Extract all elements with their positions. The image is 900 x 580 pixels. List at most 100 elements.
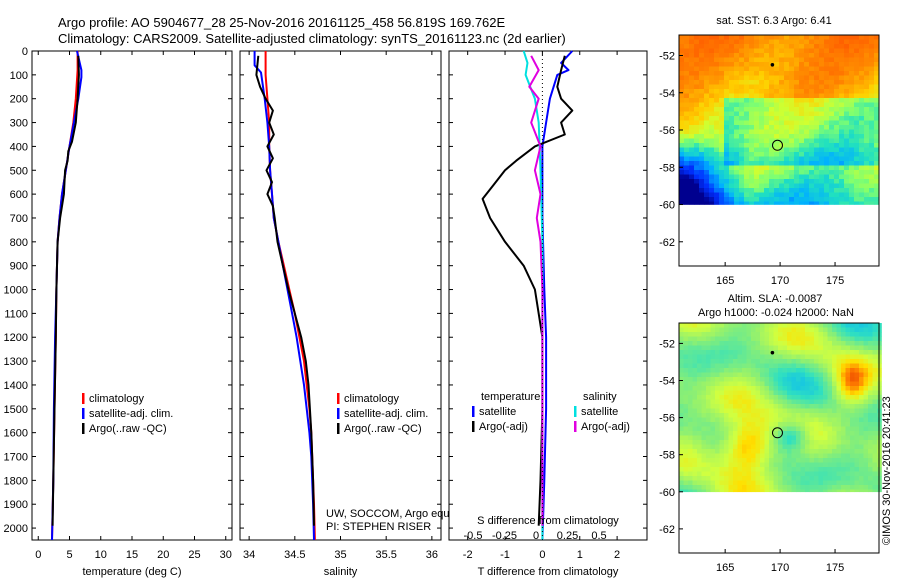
sst_map-cell <box>719 57 725 63</box>
sst_map-cell <box>874 35 880 40</box>
sla_map-cell <box>823 444 828 450</box>
sla_map-cell <box>733 327 738 333</box>
sst_map-cell <box>839 39 845 45</box>
sst_map-cell <box>724 134 730 139</box>
sla_map-cell <box>679 395 684 400</box>
sst_map-cell <box>744 197 750 202</box>
sla_map-cell <box>836 336 842 342</box>
sla_map-cell <box>710 422 716 427</box>
sst_map-cell <box>714 57 720 63</box>
sst_map-cell <box>819 89 825 94</box>
sla_map-cell <box>872 440 878 445</box>
sla_map-cell <box>688 327 693 333</box>
sst_map-cell <box>869 192 875 198</box>
sst_map-cell <box>859 57 865 63</box>
sst_map-cell <box>734 201 740 205</box>
sst_map-cell <box>704 89 710 94</box>
sst_map-cell <box>759 120 765 126</box>
sst_map-cell <box>874 71 880 76</box>
sla_map-cell <box>814 417 819 423</box>
sst_map-cell <box>689 170 695 175</box>
sst_map-cell <box>844 201 850 205</box>
sla_map-cell <box>818 413 824 418</box>
sst_map-cell <box>859 129 865 135</box>
sla_map-cell <box>809 467 815 472</box>
sst_map-cell <box>839 156 845 162</box>
sst_map-cell <box>694 48 700 54</box>
sla_map-cell <box>683 471 689 477</box>
sst_map-cell <box>804 98 810 103</box>
sst_map-cell <box>799 39 805 45</box>
sla_map-cell <box>760 377 765 382</box>
sst_map-cell <box>849 201 855 205</box>
sla_map-cell <box>755 471 761 477</box>
sst_map-cell <box>864 174 870 180</box>
sst_map-cell <box>764 53 770 58</box>
sla_map-cell <box>710 399 716 405</box>
sst_map-cell <box>864 66 870 72</box>
sla_map-cell <box>733 404 738 409</box>
sla_map-cell <box>796 381 801 387</box>
sla_map-cell <box>818 381 824 387</box>
sst_map-cell <box>844 98 850 103</box>
sla_map-cell <box>701 471 707 477</box>
sst_map-cell <box>699 57 705 63</box>
sla_map-cell <box>800 404 806 409</box>
sst_map-cell <box>684 48 690 54</box>
sla_map-cell <box>818 467 824 472</box>
sla_map-cell <box>710 480 716 486</box>
sst_map-cell <box>819 165 825 171</box>
sla_map-cell <box>854 431 860 436</box>
depth-tick-label: 1000 <box>4 285 28 297</box>
sst_map-cell <box>809 80 815 85</box>
sst_map-cell <box>854 53 860 58</box>
sla_map-cell <box>719 354 725 360</box>
sst_map-cell <box>834 197 840 202</box>
sla_map-cell <box>787 368 792 373</box>
sla_map-cell <box>683 354 689 360</box>
sla_map-cell <box>688 467 693 472</box>
sla_map-cell <box>697 476 702 481</box>
sst_map-cell <box>789 165 795 171</box>
sla_map-cell <box>778 386 783 391</box>
sst_map-cell <box>819 174 825 180</box>
sla_map-cell <box>701 422 707 427</box>
sst_map-cell <box>869 179 875 184</box>
sla_map-cell <box>863 381 869 387</box>
sla_map-cell <box>841 345 846 351</box>
sla_map-cell <box>796 390 801 396</box>
sst_map-cell <box>854 174 860 180</box>
sst_map-cell <box>864 107 870 112</box>
sst_map-cell <box>844 53 850 58</box>
sst_map-cell <box>854 201 860 205</box>
sla_map-cell <box>782 332 788 337</box>
sst_map-cell <box>824 134 830 139</box>
sst_map-cell <box>724 170 730 175</box>
sla-map-title-line2: Argo h1000: -0.024 h2000: NaN <box>698 307 854 319</box>
sla_map-cell <box>791 453 797 459</box>
sst_map-cell <box>749 57 755 63</box>
sst_map-cell <box>684 174 690 180</box>
sla_map-cell <box>719 386 725 391</box>
temperature-xtick-label: 10 <box>95 549 107 561</box>
sla_map-cell <box>805 395 810 400</box>
sla_map-cell <box>710 327 716 333</box>
sst_map-cell <box>804 152 810 157</box>
sla_map-cell <box>827 350 833 355</box>
sst_map-cell <box>824 53 830 58</box>
sla_map-cell <box>845 485 851 490</box>
sla_map-cell <box>710 467 716 472</box>
sst_map-cell <box>679 201 685 205</box>
sst_map-cell <box>734 147 740 153</box>
sla_map-cell <box>733 390 738 396</box>
sla_map-cell <box>845 458 851 463</box>
sst_map-cell <box>704 161 710 166</box>
salinity-legend-swatch <box>337 408 340 419</box>
sst_map-cell <box>714 143 720 148</box>
sst_map-cell <box>714 174 720 180</box>
sst_map-cell <box>679 147 685 153</box>
sst_map-cell <box>819 35 825 40</box>
sla_map-cell <box>683 435 689 441</box>
sst_map-cell <box>819 143 825 148</box>
sst_map-cell <box>734 116 740 121</box>
